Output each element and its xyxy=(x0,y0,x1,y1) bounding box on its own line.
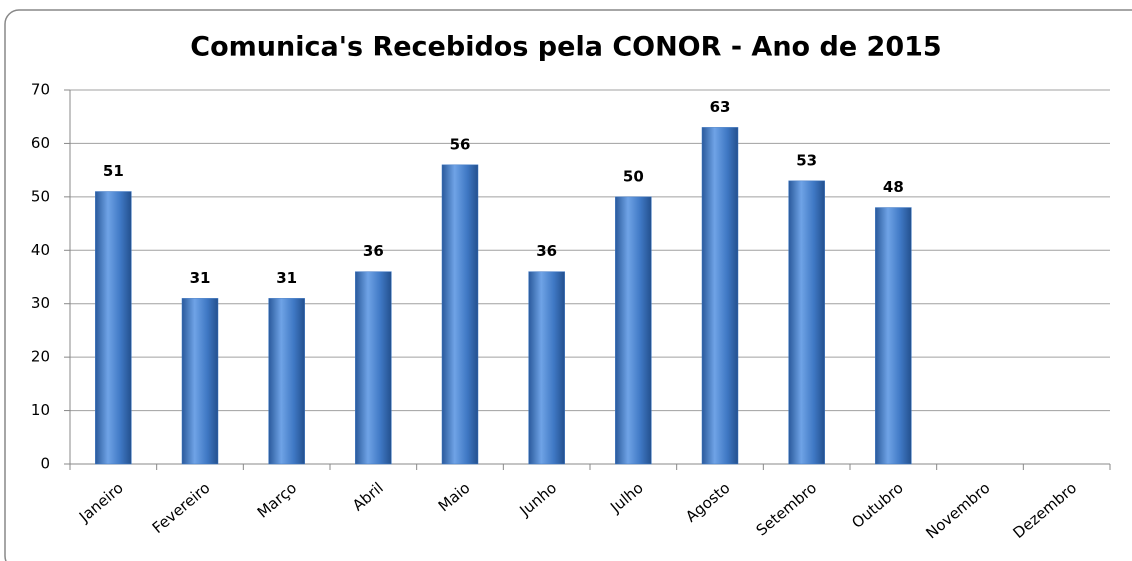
bar xyxy=(701,127,739,465)
data-label: 53 xyxy=(796,151,817,169)
y-tick-label: 60 xyxy=(31,134,50,152)
y-tick-label: 20 xyxy=(31,348,50,366)
y-tick-label: 50 xyxy=(31,187,50,205)
bar xyxy=(615,196,652,465)
data-label: 56 xyxy=(450,135,471,153)
data-label: 36 xyxy=(363,242,384,260)
bar xyxy=(355,271,392,465)
bar xyxy=(788,180,825,465)
data-label: 63 xyxy=(710,98,731,116)
y-tick-label: 10 xyxy=(31,401,50,419)
y-tick-label: 0 xyxy=(40,455,50,473)
y-tick-label: 70 xyxy=(31,81,50,99)
chart-title: Comunica's Recebidos pela CONOR - Ano de… xyxy=(190,32,941,63)
data-label: 36 xyxy=(536,242,557,260)
data-label: 51 xyxy=(103,162,124,180)
bar xyxy=(95,191,132,465)
bar xyxy=(875,207,912,465)
data-label: 48 xyxy=(883,178,904,196)
y-tick-label: 30 xyxy=(31,294,50,312)
bar xyxy=(528,271,565,465)
data-label: 31 xyxy=(276,269,297,287)
data-label: 31 xyxy=(190,269,211,287)
bar xyxy=(268,298,305,465)
bar xyxy=(441,164,479,465)
data-label: 50 xyxy=(623,167,644,185)
y-tick-label: 40 xyxy=(31,241,50,259)
chart-frame xyxy=(4,9,1132,561)
bar xyxy=(181,298,219,465)
